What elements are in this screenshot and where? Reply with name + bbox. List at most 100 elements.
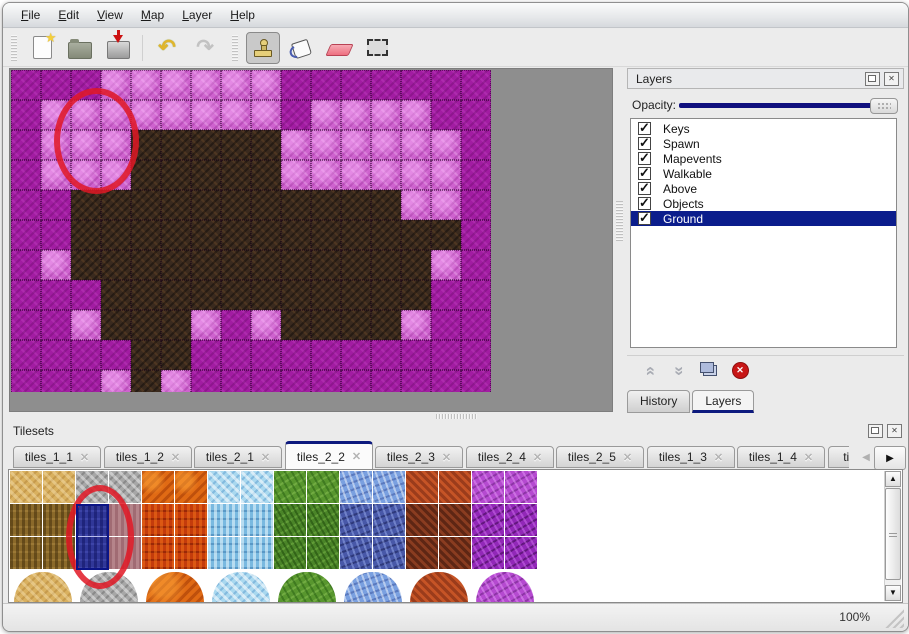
tileset-tile-sand[interactable] xyxy=(10,471,42,503)
tab-close-icon[interactable]: ✕ xyxy=(351,451,362,463)
tileset-tile-purp2[interactable] xyxy=(505,537,537,569)
tileset-tile-rough2[interactable] xyxy=(439,504,471,536)
map-tile[interactable] xyxy=(191,100,221,130)
tileset-tab-tiles_2_2[interactable]: tiles_2_2 ✕ xyxy=(285,441,373,469)
tileset-tile-ice1[interactable] xyxy=(208,471,240,503)
tab-close-icon[interactable]: ✕ xyxy=(532,451,543,464)
map-tile[interactable] xyxy=(41,370,71,392)
map-tile[interactable] xyxy=(371,130,401,160)
tileset-tile-rough1[interactable] xyxy=(439,471,471,503)
tileset-tile-vine2[interactable] xyxy=(307,537,339,569)
map-tile[interactable] xyxy=(41,220,71,250)
map-tile[interactable] xyxy=(401,160,431,190)
map-tile[interactable] xyxy=(341,70,371,100)
map-tile[interactable] xyxy=(251,370,281,392)
toolbar-grip[interactable] xyxy=(11,34,17,61)
map-tile[interactable] xyxy=(71,280,101,310)
scroll-tabs-right-button[interactable]: ▶ xyxy=(874,446,906,470)
duplicate-layer-button[interactable] xyxy=(697,361,723,381)
tileset-tab-tiles_1_4[interactable]: tiles_1_4 ✕ xyxy=(737,446,825,468)
tileset-tab-tiles_1_3[interactable]: tiles_1_3 ✕ xyxy=(647,446,735,468)
tileset-tile-purp1[interactable] xyxy=(472,471,504,503)
map-tile[interactable] xyxy=(281,130,311,160)
map-tile[interactable] xyxy=(401,340,431,370)
map-tile[interactable] xyxy=(401,250,431,280)
map-tile[interactable] xyxy=(251,220,281,250)
map-tile[interactable] xyxy=(101,340,131,370)
map-tile[interactable] xyxy=(131,250,161,280)
map-tile[interactable] xyxy=(431,130,461,160)
float-tilesets-icon[interactable] xyxy=(868,424,883,438)
map-tile[interactable] xyxy=(101,190,131,220)
scrollbar-thumb[interactable] xyxy=(885,488,901,580)
map-tile[interactable] xyxy=(41,340,71,370)
map-tile[interactable] xyxy=(221,310,251,340)
map-tile[interactable] xyxy=(401,370,431,392)
map-tile[interactable] xyxy=(131,280,161,310)
map-tile[interactable] xyxy=(251,310,281,340)
layer-visibility-checkbox[interactable] xyxy=(638,210,651,226)
map-tile[interactable] xyxy=(311,220,341,250)
delete-layer-button[interactable]: ✕ xyxy=(727,361,753,381)
tileset-tile-vine2[interactable] xyxy=(274,537,306,569)
map-tile[interactable] xyxy=(281,370,311,392)
map-tile[interactable] xyxy=(341,160,371,190)
tileset-tab-tiles_1_[interactable]: tiles_1_✕ xyxy=(828,446,849,468)
tileset-tile-cry2[interactable] xyxy=(340,504,372,536)
map-tile[interactable] xyxy=(251,190,281,220)
map-tile[interactable] xyxy=(281,100,311,130)
map-tile[interactable] xyxy=(311,280,341,310)
tileset-tile-lava2[interactable] xyxy=(175,504,207,536)
map-tile[interactable] xyxy=(371,340,401,370)
map-tile[interactable] xyxy=(101,280,131,310)
map-tile[interactable] xyxy=(311,250,341,280)
map-tile[interactable] xyxy=(11,190,41,220)
tileset-tab-tiles_2_1[interactable]: tiles_2_1 ✕ xyxy=(194,446,282,468)
tab-close-icon[interactable]: ✕ xyxy=(170,451,181,464)
map-tile[interactable] xyxy=(311,70,341,100)
map-tile[interactable] xyxy=(11,280,41,310)
eraser-tool-button[interactable] xyxy=(322,32,356,64)
layer-visibility-checkbox[interactable] xyxy=(638,180,651,196)
menu-help[interactable]: Help xyxy=(230,8,255,22)
menu-view[interactable]: View xyxy=(97,8,123,22)
map-tile[interactable] xyxy=(71,250,101,280)
map-tile[interactable] xyxy=(191,160,221,190)
map-tile[interactable] xyxy=(11,160,41,190)
float-panel-icon[interactable] xyxy=(865,71,880,86)
map-tile[interactable] xyxy=(401,130,431,160)
lower-layer-button[interactable]: » xyxy=(671,365,690,376)
layer-row-keys[interactable]: Keys xyxy=(631,120,896,136)
tileset-tile-ice2[interactable] xyxy=(208,504,240,536)
map-tile[interactable] xyxy=(101,220,131,250)
window-resize-grip[interactable] xyxy=(884,608,904,628)
map-tile[interactable] xyxy=(431,70,461,100)
map-tile[interactable] xyxy=(311,340,341,370)
map-tile[interactable] xyxy=(371,250,401,280)
map-tile[interactable] xyxy=(431,160,461,190)
map-tile[interactable] xyxy=(251,280,281,310)
tileset-tab-tiles_1_1[interactable]: tiles_1_1 ✕ xyxy=(13,446,101,468)
close-panel-icon[interactable]: ✕ xyxy=(884,71,899,86)
map-tile[interactable] xyxy=(11,100,41,130)
open-map-button[interactable] xyxy=(63,32,97,64)
tileset-blob-cell[interactable] xyxy=(142,570,208,602)
map-tile[interactable] xyxy=(161,70,191,100)
map-tile[interactable] xyxy=(101,310,131,340)
map-tile[interactable] xyxy=(311,370,341,392)
tileset-tab-tiles_2_3[interactable]: tiles_2_3 ✕ xyxy=(375,446,463,468)
map-tile[interactable] xyxy=(221,100,251,130)
map-tile[interactable] xyxy=(401,70,431,100)
tileset-tile-cry1[interactable] xyxy=(373,471,405,503)
tileset-tile-vine2[interactable] xyxy=(307,504,339,536)
map-tile[interactable] xyxy=(41,310,71,340)
map-tile[interactable] xyxy=(461,160,491,190)
tileset-tile-lava1[interactable] xyxy=(175,471,207,503)
tileset-tile-rough2[interactable] xyxy=(406,504,438,536)
map-tile[interactable] xyxy=(281,310,311,340)
map-tile[interactable] xyxy=(191,130,221,160)
map-tile[interactable] xyxy=(221,220,251,250)
map-tile[interactable] xyxy=(221,340,251,370)
map-tile[interactable] xyxy=(161,130,191,160)
map-tile[interactable] xyxy=(221,250,251,280)
